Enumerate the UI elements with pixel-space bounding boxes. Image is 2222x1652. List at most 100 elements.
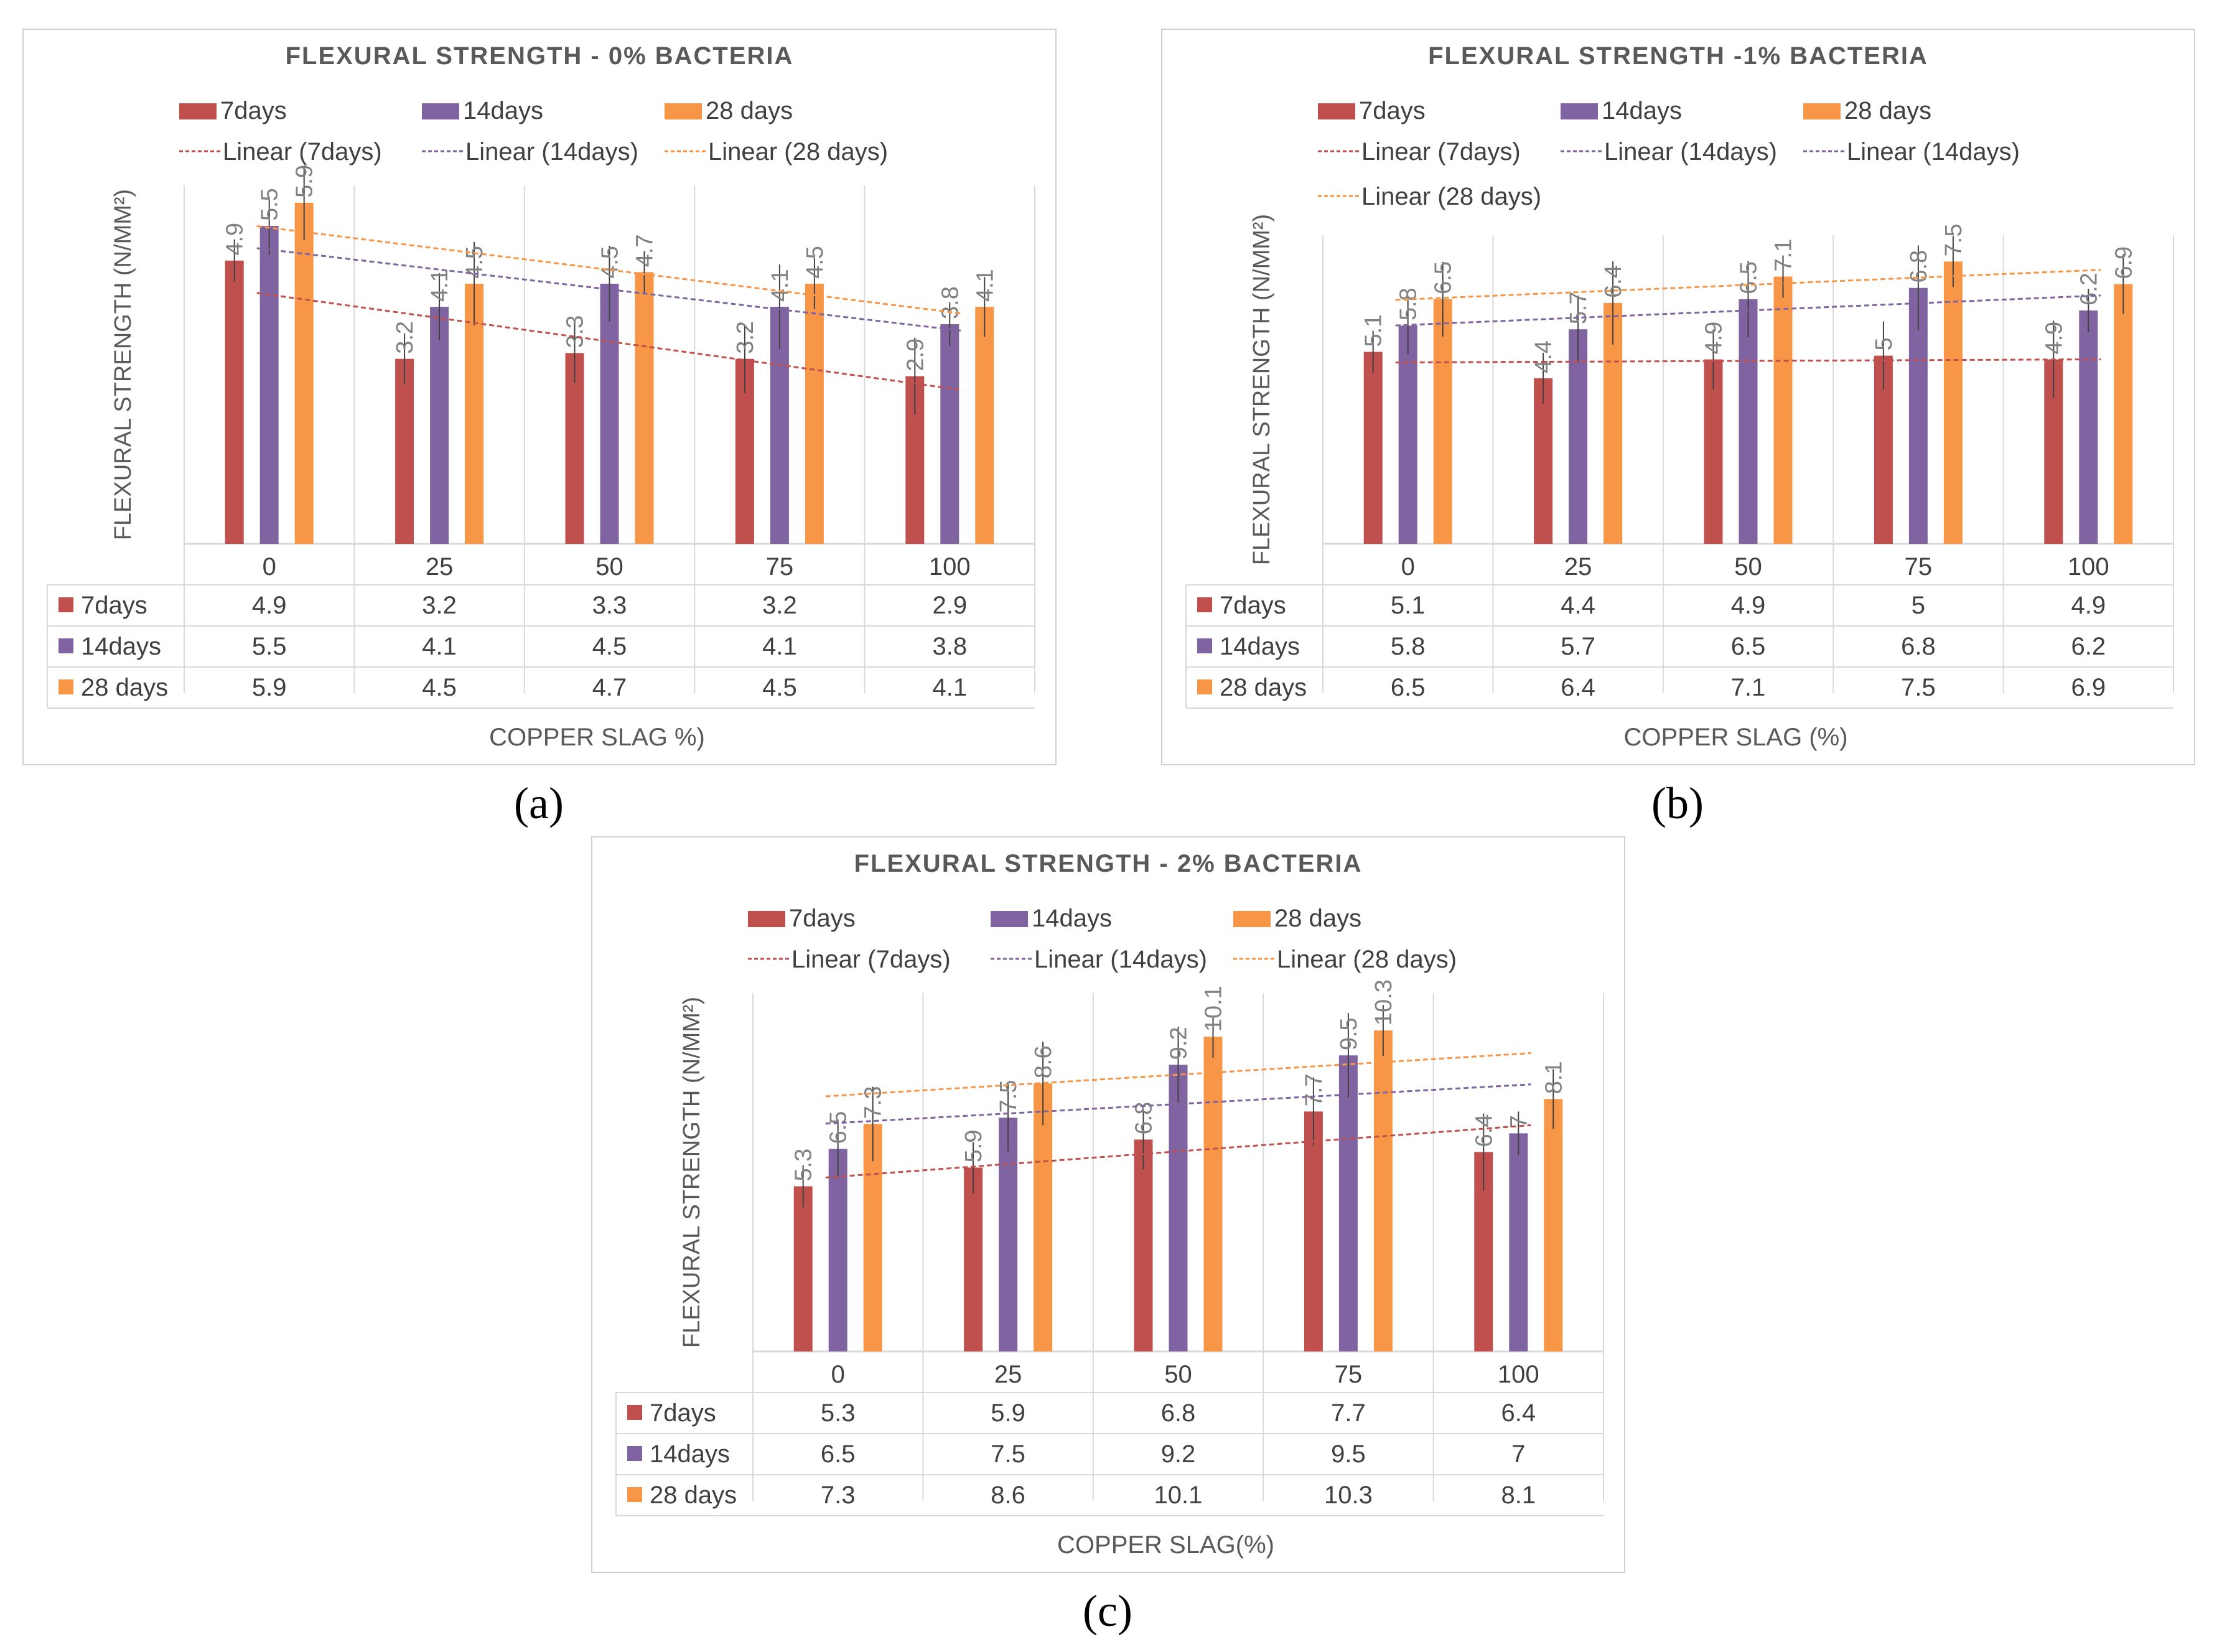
table-cell: 4.9 bbox=[252, 592, 287, 619]
table-cell: 5 bbox=[1912, 592, 1925, 619]
legend-label-28days: 28 days bbox=[1274, 905, 1361, 932]
table-cell: 4.4 bbox=[1561, 592, 1595, 619]
bar-7days-50 bbox=[1134, 1139, 1153, 1351]
data-label-7days: 5.3 bbox=[791, 1149, 817, 1182]
x-tick-label: 100 bbox=[1498, 1361, 1539, 1388]
bar-7days-0 bbox=[225, 260, 244, 544]
x-axis-title: COPPER SLAG (%) bbox=[1623, 724, 1847, 751]
legend-swatch-7days bbox=[748, 911, 785, 927]
bar-28days-100 bbox=[975, 307, 994, 544]
legend-label-7days: 7days bbox=[789, 905, 856, 932]
table-key-28days bbox=[1197, 679, 1212, 694]
table-cell: 4.5 bbox=[422, 674, 457, 701]
table-cell: 7 bbox=[1511, 1440, 1525, 1468]
table-row-label: 14days bbox=[650, 1440, 730, 1468]
data-label-7days: 4.4 bbox=[1531, 340, 1557, 373]
y-axis-title: FLEXURAL STRENGTH (N/MM²) bbox=[110, 189, 136, 540]
data-label-7days: 4.9 bbox=[1701, 322, 1727, 355]
y-axis-title: FLEXURAL STRENGTH (N/MM²) bbox=[679, 997, 705, 1348]
table-cell: 10.3 bbox=[1324, 1482, 1373, 1509]
data-label-14days: 6.5 bbox=[1736, 261, 1762, 294]
table-cell: 6.2 bbox=[2071, 633, 2106, 660]
table-key-14days bbox=[58, 638, 73, 653]
table-cell: 5.7 bbox=[1561, 633, 1595, 660]
data-label-28days: 10.3 bbox=[1371, 979, 1397, 1025]
data-label-14days: 9.2 bbox=[1166, 1027, 1192, 1060]
data-label-7days: 6.4 bbox=[1471, 1114, 1497, 1147]
table-cell: 6.5 bbox=[1391, 674, 1426, 701]
bar-14days-100 bbox=[1509, 1133, 1528, 1351]
data-label-28days: 8.6 bbox=[1030, 1045, 1057, 1078]
table-row-label: 14days bbox=[81, 633, 161, 660]
data-label-7days: 5.1 bbox=[1361, 314, 1387, 347]
trendline-14days bbox=[825, 1083, 1531, 1125]
table-key-28days bbox=[627, 1487, 642, 1502]
bar-14days-0 bbox=[1398, 325, 1417, 544]
data-label-28days: 7.5 bbox=[1941, 224, 1967, 257]
table-cell: 5.1 bbox=[1391, 592, 1426, 619]
legend-trend-label: Linear (14days) bbox=[1034, 946, 1207, 973]
bar-28days-100 bbox=[2114, 284, 2133, 544]
data-label-28days: 6.9 bbox=[2111, 246, 2137, 279]
table-row-label: 7days bbox=[1220, 592, 1286, 619]
x-tick-label: 75 bbox=[766, 553, 794, 581]
legend-label-14days: 14days bbox=[463, 97, 543, 124]
bar-14days-75 bbox=[1908, 287, 1928, 544]
data-label-14days: 6.5 bbox=[826, 1111, 852, 1144]
bar-7days-25 bbox=[964, 1167, 983, 1351]
bar-14days-50 bbox=[600, 283, 619, 544]
table-key-28days bbox=[58, 679, 73, 694]
caption-b: (b) bbox=[1651, 778, 1704, 828]
data-label-14days: 5.8 bbox=[1396, 287, 1422, 320]
legend-label-7days: 7days bbox=[1359, 97, 1426, 124]
trendline-28days bbox=[1395, 269, 2101, 301]
bar-7days-0 bbox=[793, 1186, 813, 1351]
chart-title: FLEXURAL STRENGTH -1% BACTERIA bbox=[1428, 42, 1928, 70]
trendline-7days bbox=[1395, 358, 2101, 364]
table-cell: 6.8 bbox=[1901, 633, 1936, 660]
data-label-7days: 5.9 bbox=[961, 1130, 987, 1163]
caption-c: (c) bbox=[1083, 1586, 1132, 1636]
table-cell: 5.9 bbox=[252, 674, 287, 701]
bar-28days-50 bbox=[635, 272, 654, 544]
data-label-14days: 5.5 bbox=[257, 188, 283, 221]
table-cell: 3.3 bbox=[592, 592, 627, 619]
data-label-28days: 10.1 bbox=[1201, 986, 1227, 1032]
legend-trend-label: Linear (28 days) bbox=[708, 138, 888, 166]
table-cell: 7.1 bbox=[1731, 674, 1766, 701]
data-label-14days: 6.8 bbox=[1906, 250, 1932, 283]
data-label-7days: 3.2 bbox=[732, 321, 759, 354]
legend-swatch-28days bbox=[1233, 911, 1271, 927]
caption-a: (a) bbox=[514, 778, 564, 828]
table-cell: 2.9 bbox=[932, 592, 967, 619]
table-key-7days bbox=[1197, 597, 1212, 612]
x-tick-label: 100 bbox=[2068, 553, 2109, 581]
legend-label-7days: 7days bbox=[220, 97, 287, 124]
table-cell: 9.2 bbox=[1161, 1440, 1196, 1468]
x-tick-label: 50 bbox=[1164, 1361, 1192, 1388]
x-tick-label: 75 bbox=[1905, 553, 1933, 581]
table-cell: 5.8 bbox=[1391, 633, 1426, 660]
table-key-7days bbox=[627, 1405, 642, 1420]
bar-28days-50 bbox=[1773, 276, 1793, 544]
table-cell: 7.5 bbox=[1901, 674, 1936, 701]
bar-28days-50 bbox=[1203, 1037, 1223, 1351]
legend-trend-label: Linear (28 days) bbox=[1277, 946, 1457, 973]
x-tick-label: 25 bbox=[1564, 553, 1592, 581]
data-label-14days: 5.7 bbox=[1566, 291, 1592, 324]
bar-14days-25 bbox=[999, 1118, 1018, 1351]
table-cell: 7.7 bbox=[1331, 1399, 1366, 1427]
table-cell: 6.4 bbox=[1501, 1399, 1536, 1427]
chart-panel-2pct-bacteria: FLEXURAL STRENGTH - 2% BACTERIA 7days 14da… bbox=[591, 836, 1625, 1573]
data-label-28days: 8.1 bbox=[1541, 1061, 1567, 1094]
x-tick-label: 0 bbox=[263, 553, 276, 581]
x-tick-label: 0 bbox=[1401, 553, 1415, 581]
data-label-7days: 4.9 bbox=[222, 223, 248, 256]
bar-14days-0 bbox=[259, 226, 279, 544]
data-label-14days: 9.5 bbox=[1336, 1017, 1362, 1050]
table-row-label: 7days bbox=[81, 592, 147, 619]
trendline-14days bbox=[1395, 294, 2101, 327]
bar-28days-0 bbox=[294, 202, 314, 544]
table-cell: 8.6 bbox=[991, 1482, 1025, 1509]
table-cell: 3.2 bbox=[422, 592, 457, 619]
